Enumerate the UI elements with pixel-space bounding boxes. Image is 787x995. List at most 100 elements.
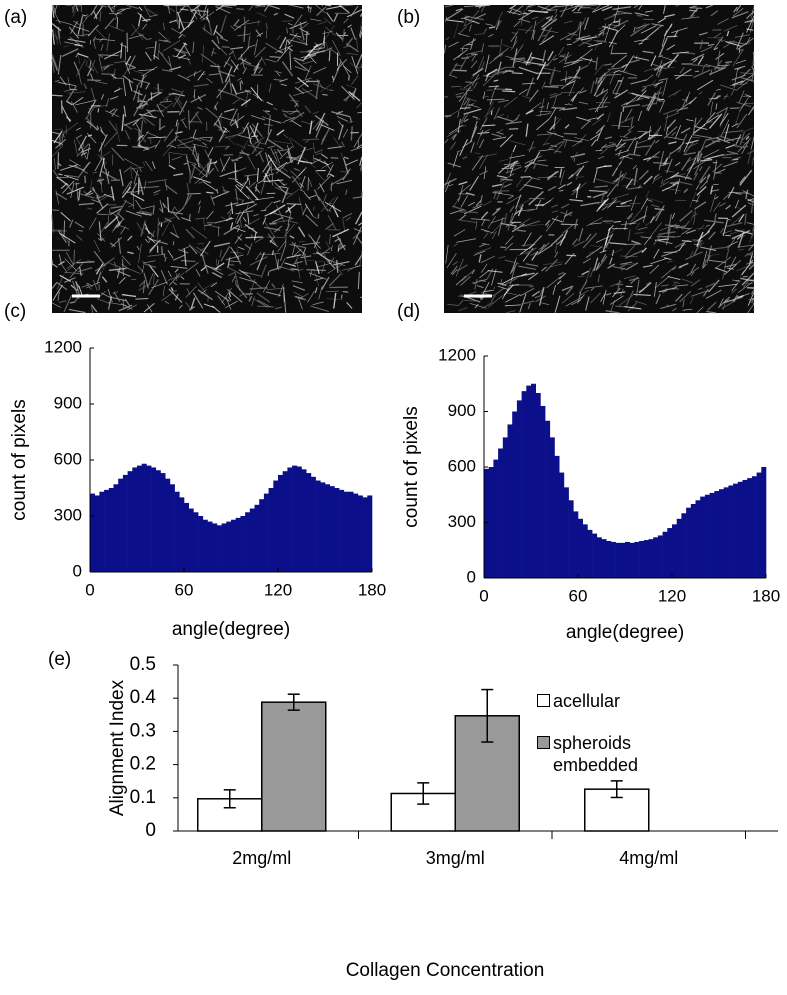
fiber — [449, 208, 465, 215]
fiber — [53, 130, 63, 144]
fiber — [689, 9, 698, 12]
fiber — [68, 186, 73, 192]
y-tick-label: 0.2 — [130, 754, 156, 775]
fiber — [655, 293, 661, 305]
fiber — [642, 205, 648, 223]
fiber — [690, 63, 711, 68]
fiber — [480, 130, 484, 136]
fiber — [335, 32, 344, 41]
fiber — [625, 249, 644, 259]
fiber — [178, 100, 188, 116]
histogram-bar — [90, 493, 95, 572]
fiber — [458, 184, 471, 195]
fiber — [671, 131, 676, 136]
fiber — [746, 222, 755, 225]
fiber — [177, 7, 185, 14]
fiber — [58, 299, 67, 304]
fiber — [552, 57, 558, 61]
fiber — [506, 195, 522, 205]
fiber — [607, 4, 610, 7]
fiber — [505, 294, 521, 303]
fiber — [125, 267, 141, 274]
fiber — [547, 170, 560, 179]
fiber — [669, 182, 679, 184]
histogram-bar — [531, 383, 536, 578]
fiber — [547, 197, 554, 204]
fiber — [519, 287, 535, 297]
fiber — [609, 71, 616, 85]
fiber — [588, 6, 597, 11]
fiber — [151, 281, 168, 289]
fiber — [739, 97, 749, 112]
fiber — [509, 205, 515, 213]
fiber — [219, 88, 222, 100]
fiber — [350, 27, 356, 40]
fiber — [480, 263, 488, 273]
fiber — [477, 131, 490, 135]
fiber — [604, 228, 611, 246]
fiber — [484, 54, 490, 73]
fiber — [103, 193, 114, 199]
fiber — [545, 215, 559, 232]
fiber — [670, 147, 681, 155]
fiber — [719, 152, 738, 157]
fiber — [100, 4, 115, 10]
fiber — [653, 281, 657, 297]
fiber — [207, 224, 221, 229]
fiber — [62, 122, 79, 135]
fiber — [234, 271, 241, 291]
fiber — [682, 308, 693, 311]
fiber — [615, 76, 625, 96]
fiber — [170, 231, 180, 239]
fiber — [634, 12, 649, 17]
fiber — [318, 285, 323, 300]
fiber — [273, 225, 283, 233]
fiber — [447, 303, 460, 306]
fiber — [571, 299, 581, 306]
fiber — [247, 243, 253, 256]
fiber — [277, 149, 283, 156]
fiber — [498, 158, 508, 162]
fiber — [599, 250, 607, 254]
fiber — [547, 185, 557, 192]
fiber — [81, 14, 86, 17]
fiber — [54, 4, 58, 12]
fiber — [726, 30, 730, 37]
fiber — [256, 12, 267, 17]
fiber — [641, 83, 659, 88]
fiber — [161, 69, 173, 72]
fiber — [101, 73, 115, 75]
fiber — [234, 234, 243, 244]
fiber — [736, 4, 742, 12]
fiber — [144, 160, 153, 172]
fiber — [637, 110, 642, 121]
fiber — [307, 259, 325, 263]
fiber — [294, 86, 305, 94]
fiber — [203, 303, 215, 309]
fiber — [346, 301, 353, 309]
histogram-bar — [202, 519, 208, 572]
fiber — [293, 261, 303, 265]
histogram-bar — [568, 500, 574, 578]
fiber — [582, 17, 587, 25]
fiber — [250, 115, 266, 121]
fiber — [337, 124, 344, 140]
x-tick-label: 180 — [752, 586, 780, 605]
fiber — [355, 265, 361, 268]
fiber — [498, 166, 507, 175]
fiber — [665, 175, 675, 181]
fiber — [730, 214, 744, 226]
fiber — [565, 287, 573, 296]
fiber — [595, 178, 616, 185]
fiber — [324, 17, 332, 25]
fiber — [498, 99, 509, 103]
fiber — [144, 223, 150, 235]
fiber — [74, 221, 85, 229]
fiber — [619, 70, 637, 77]
fiber — [287, 192, 293, 195]
fiber — [157, 43, 161, 59]
fiber — [311, 215, 318, 219]
fiber — [593, 257, 599, 272]
fiber — [656, 98, 665, 101]
fiber — [325, 222, 334, 230]
